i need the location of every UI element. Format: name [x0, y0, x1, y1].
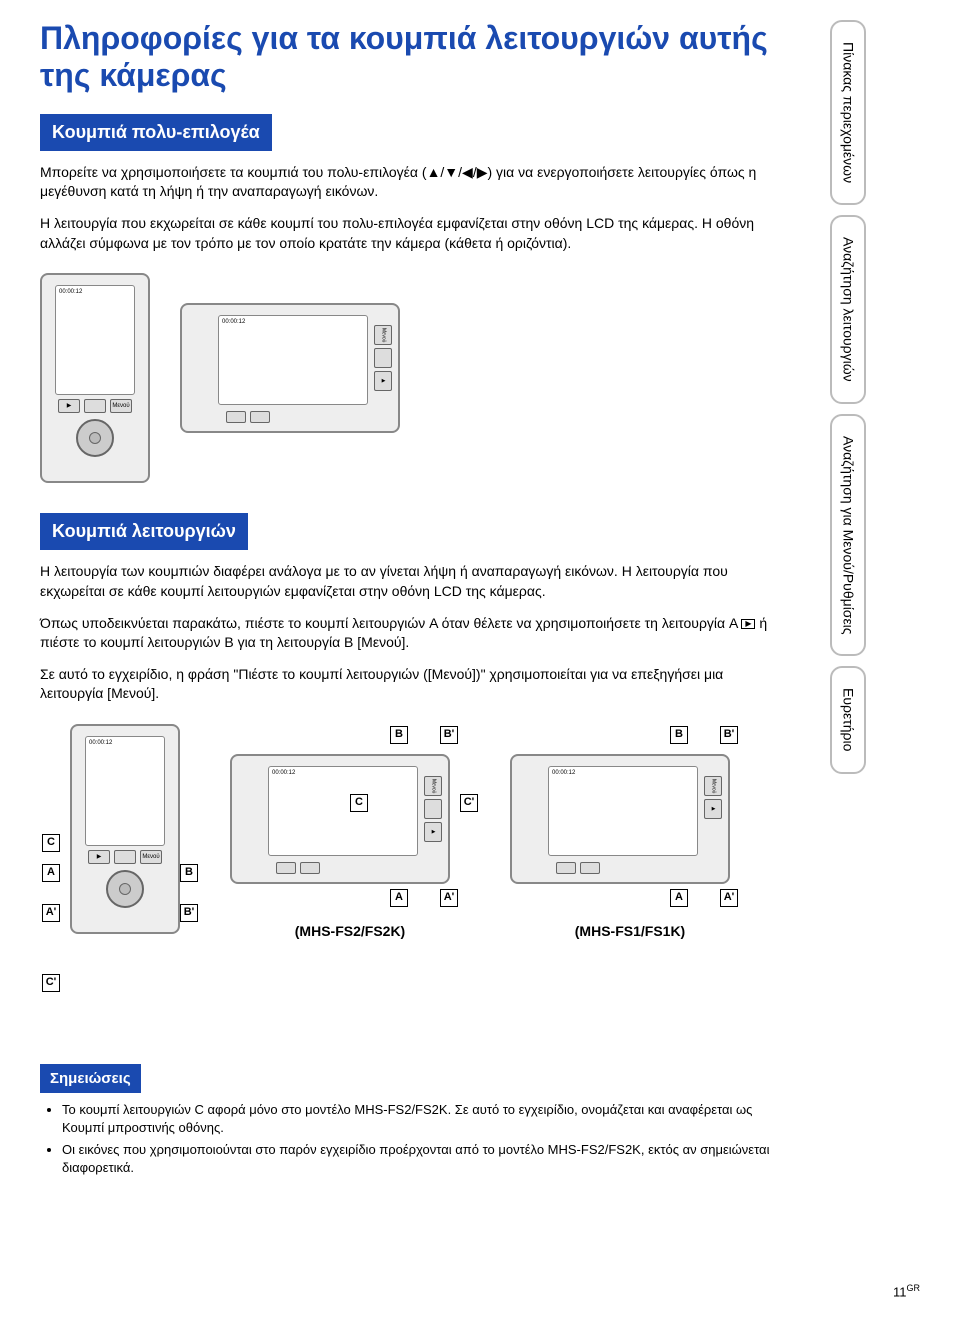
- screen-time-vl: 00:00:12: [89, 739, 112, 747]
- btn-c-v: [114, 850, 136, 864]
- callout-b: B: [180, 864, 198, 882]
- screen-v-labeled: 00:00:12: [85, 736, 165, 846]
- btn-bot1-fs1: [556, 862, 576, 874]
- screen-h-fs1: 00:00:12: [548, 766, 698, 856]
- menu-button: Μενού: [110, 399, 132, 413]
- callout-cprime-fs2: C': [460, 794, 478, 812]
- btn-bot2-fs2: [300, 862, 320, 874]
- tab-menu-label: Αναζήτηση για Μενού/Ρυθμίσεις: [838, 436, 858, 635]
- btn-a-fs2: ▶: [424, 822, 442, 842]
- screen-time-v: 00:00:12: [59, 288, 82, 296]
- button-bottom-h: [226, 411, 270, 423]
- page-lang: GR: [907, 1283, 921, 1293]
- button-side-h: Μενού ▶: [374, 325, 392, 391]
- orientation-diagrams: 00:00:12 ▶ Μενού 00:00:12 Μενού ▶: [40, 273, 780, 483]
- screen-time-fs2: 00:00:12: [272, 769, 295, 777]
- callout-aprime-fs2: A': [440, 889, 458, 907]
- button-row-vl: ▶ Μενού: [88, 850, 162, 864]
- section2-para1: Η λειτουργία των κουμπιών διαφέρει ανάλο…: [40, 562, 780, 601]
- device-h-fs1: 00:00:12 Μενού ▶: [510, 754, 730, 884]
- section2-para2: Όπως υποδεικνύεται παρακάτω, πιέστε το κ…: [40, 614, 780, 653]
- screen-h-fs2: 00:00:12: [268, 766, 418, 856]
- callout-a: A: [42, 864, 60, 882]
- section1-para1: Μπορείτε να χρησιμοποιήσετε τα κουμπιά τ…: [40, 163, 780, 202]
- tab-index-label: Ευρετήριο: [838, 688, 858, 751]
- bottom-btn1: [226, 411, 246, 423]
- note-1: Το κουμπί λειτουργιών C αφορά μόνο στο μ…: [62, 1101, 780, 1137]
- tab-menu[interactable]: Αναζήτηση για Μενού/Ρυθμίσεις: [830, 414, 866, 657]
- btn-b-fs2: Μενού: [424, 776, 442, 796]
- btn-bot1-fs2: [276, 862, 296, 874]
- callout-bprime: B': [180, 904, 198, 922]
- screen-horizontal: 00:00:12: [218, 315, 368, 405]
- tab-index[interactable]: Ευρετήριο: [830, 666, 866, 773]
- btn-c-fs2: [424, 799, 442, 819]
- btn-bottom-fs1: [556, 862, 600, 874]
- bottom-btn2: [250, 411, 270, 423]
- model-fs1: (MHS-FS1/FS1K): [500, 922, 760, 942]
- callout-b-fs2: B: [390, 726, 408, 744]
- button-row-v: ▶ Μενού: [58, 399, 132, 413]
- callout-cprime: C': [42, 974, 60, 992]
- page-number: 11GR: [893, 1282, 920, 1302]
- labeled-vertical: 00:00:12 ▶ Μενού C A B A' B' C': [40, 724, 200, 1004]
- callout-c: C: [42, 834, 60, 852]
- device-horizontal: 00:00:12 Μενού ▶: [180, 303, 400, 433]
- dpad-vertical: [76, 419, 114, 457]
- device-h-fs2: 00:00:12 Μενού ▶: [230, 754, 450, 884]
- play-icon-inline: ▶: [741, 619, 755, 629]
- side-tabs: Πίνακας περιεχομένων Αναζήτηση λειτουργι…: [830, 20, 920, 784]
- labeled-h-fs2: 00:00:12 Μενού ▶ B B' C C' A A' (MHS-FS2…: [220, 724, 480, 924]
- btn-side-fs2: Μενού ▶: [424, 776, 442, 842]
- section1-para2: Η λειτουργία που εκχωρείται σε κάθε κουμ…: [40, 214, 780, 253]
- callout-a-fs2: A: [390, 889, 408, 907]
- note-2: Οι εικόνες που χρησιμοποιούνται στο παρό…: [62, 1141, 780, 1177]
- menu-button-h: Μενού: [374, 325, 392, 345]
- tab-contents[interactable]: Πίνακας περιεχομένων: [830, 20, 866, 205]
- btn-a-fs1: ▶: [704, 799, 722, 819]
- callout-c-fs2: C: [350, 794, 368, 812]
- notes-header: Σημειώσεις: [40, 1064, 141, 1093]
- tab-functions[interactable]: Αναζήτηση λειτουργιών: [830, 215, 866, 404]
- tab-functions-label: Αναζήτηση λειτουργιών: [838, 237, 858, 382]
- callout-bprime-fs2: B': [440, 726, 458, 744]
- middle-button-h: [374, 348, 392, 368]
- btn-a-v: ▶: [88, 850, 110, 864]
- btn-bot2-fs1: [580, 862, 600, 874]
- btn-bottom-fs2: [276, 862, 320, 874]
- callout-aprime: A': [42, 904, 60, 922]
- page-num-value: 11: [893, 1285, 907, 1300]
- notes-list: Το κουμπί λειτουργιών C αφορά μόνο στο μ…: [40, 1101, 780, 1178]
- section2-para2a: Όπως υποδεικνύεται παρακάτω, πιέστε το κ…: [40, 615, 741, 631]
- labeled-h-fs1: 00:00:12 Μενού ▶ B B' A A' (MHS-FS1/FS1K…: [500, 724, 760, 924]
- btn-b-v: Μενού: [140, 850, 162, 864]
- btn-side-fs1: Μενού ▶: [704, 776, 722, 819]
- page-title: Πληροφορίες για τα κουμπιά λειτουργιών α…: [40, 20, 780, 94]
- screen-time-h: 00:00:12: [222, 318, 245, 326]
- screen-vertical: 00:00:12: [55, 285, 135, 395]
- section2-para3: Σε αυτό το εγχειρίδιο, η φράση "Πιέστε τ…: [40, 665, 780, 704]
- middle-button: [84, 399, 106, 413]
- callout-a-fs1: A: [670, 889, 688, 907]
- section2-header: Κουμπιά λειτουργιών: [40, 513, 248, 550]
- callout-b-fs1: B: [670, 726, 688, 744]
- model-fs2: (MHS-FS2/FS2K): [220, 922, 480, 942]
- labeled-diagrams: 00:00:12 ▶ Μενού C A B A' B' C' 00:00:12: [40, 724, 780, 1004]
- callout-bprime-fs1: B': [720, 726, 738, 744]
- btn-b-fs1: Μενού: [704, 776, 722, 796]
- tab-contents-label: Πίνακας περιεχομένων: [838, 42, 858, 183]
- play-button-h: ▶: [374, 371, 392, 391]
- play-button: ▶: [58, 399, 80, 413]
- callout-aprime-fs1: A': [720, 889, 738, 907]
- section1-header: Κουμπιά πολυ-επιλογέα: [40, 114, 272, 151]
- device-v-labeled: 00:00:12 ▶ Μενού: [70, 724, 180, 934]
- device-vertical: 00:00:12 ▶ Μενού: [40, 273, 150, 483]
- dpad-vl: [106, 870, 144, 908]
- screen-time-fs1: 00:00:12: [552, 769, 575, 777]
